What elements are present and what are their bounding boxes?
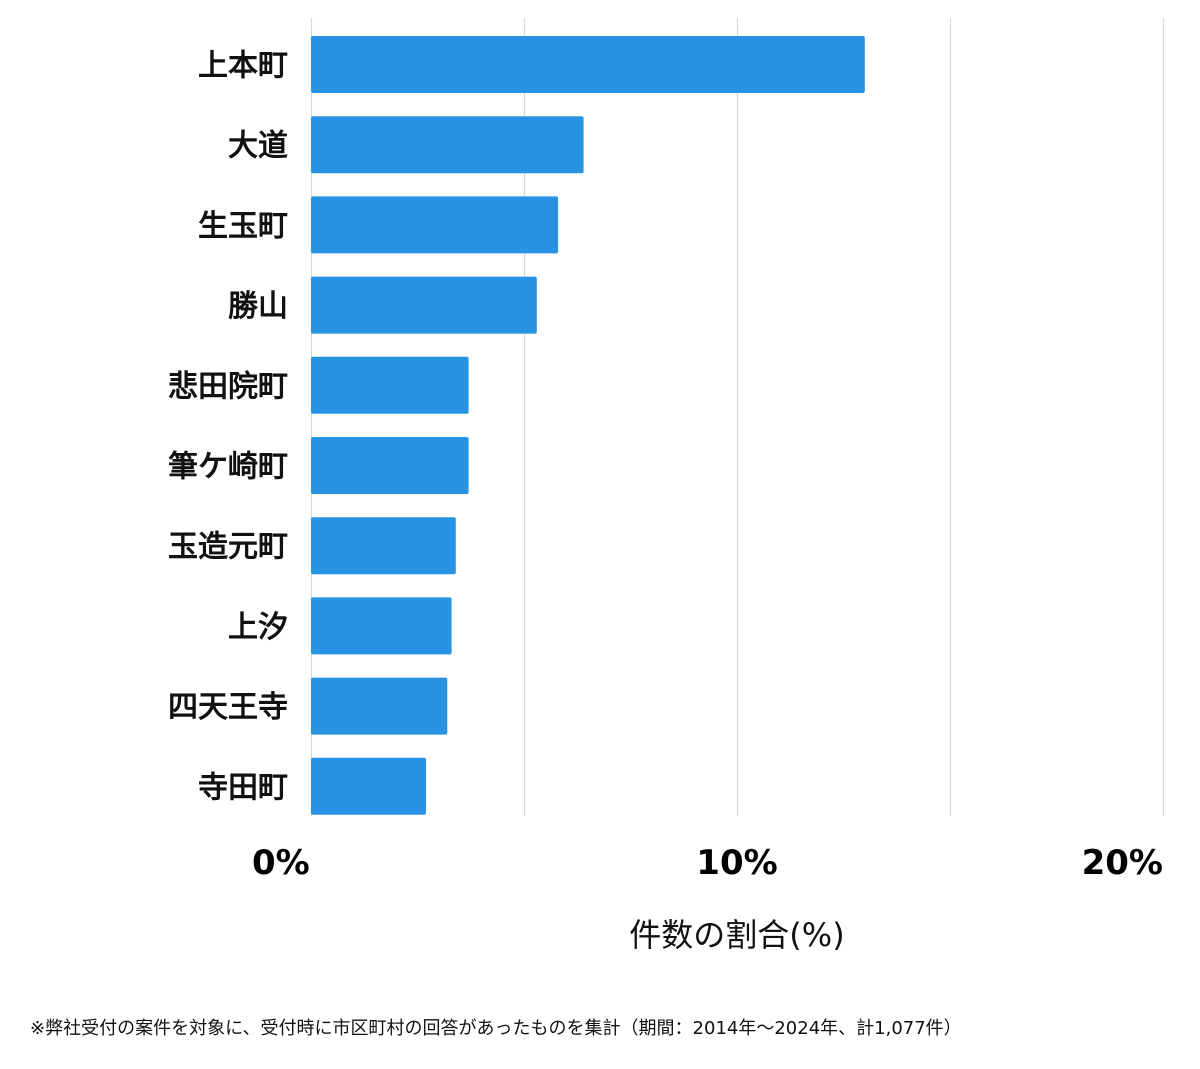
category-label-4: 勝山 [228, 289, 288, 324]
bar-2 [311, 116, 584, 174]
footnote: ※弊社受付の案件を対象に、受付時に市区町村の回答があったものを集計（期間：201… [30, 1018, 962, 1039]
category-label-7: 玉造元町 [168, 530, 288, 565]
category-label-8: 上汐 [228, 610, 288, 645]
category-label-1: 上本町 [198, 49, 288, 84]
category-label-2: 大道 [228, 129, 288, 164]
x-axis-title: 件数の割合(%) [629, 916, 844, 954]
category-label-6: 筆ケ崎町 [168, 450, 288, 485]
x-tick-label-20: 20% [1082, 843, 1163, 883]
category-label-10: 寺田町 [198, 770, 288, 805]
category-label-5: 悲田院町 [168, 369, 288, 404]
bar-6 [311, 437, 469, 494]
bar-4 [311, 276, 537, 334]
bar-8 [311, 597, 452, 655]
category-label-3: 生玉町 [198, 209, 288, 244]
bar-5 [311, 356, 469, 414]
bar-9 [311, 677, 448, 735]
bar-10 [311, 757, 426, 815]
bar-3 [311, 196, 559, 254]
x-tick-labels: 0% 10% 20% [252, 843, 1163, 883]
bar-7 [311, 517, 456, 575]
x-tick-label-10: 10% [696, 843, 777, 883]
bar-1 [311, 36, 865, 93]
category-label-9: 四天王寺 [168, 690, 288, 725]
x-tick-label-0: 0% [252, 843, 310, 883]
bars [311, 36, 865, 815]
